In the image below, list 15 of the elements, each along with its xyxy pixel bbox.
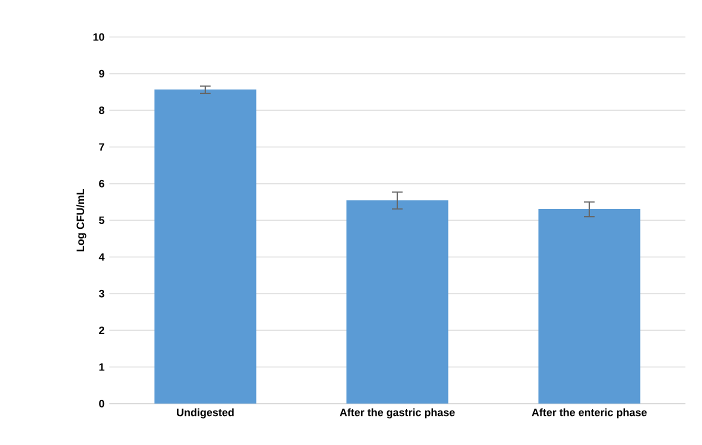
y-tick-label: 6 [99, 180, 104, 188]
y-tick-label: 7 [99, 143, 104, 151]
x-tick-label: After the enteric phase [532, 408, 647, 418]
y-tick-label: 1 [99, 363, 104, 371]
y-tick-label: 0 [99, 400, 104, 408]
y-tick-label: 5 [99, 216, 104, 224]
y-tick-label: 8 [99, 106, 104, 114]
x-tick-label: After the gastric phase [340, 408, 455, 418]
y-tick-label: 3 [98, 290, 104, 298]
y-tick-label: 4 [98, 253, 105, 261]
y-tick-label: 9 [99, 70, 104, 78]
y-tick-label: 10 [93, 33, 104, 41]
x-tick-label: Undigested [176, 408, 234, 418]
y-tick-label: 2 [99, 326, 104, 334]
y-axis-title: Log CFU/mL [76, 188, 86, 252]
